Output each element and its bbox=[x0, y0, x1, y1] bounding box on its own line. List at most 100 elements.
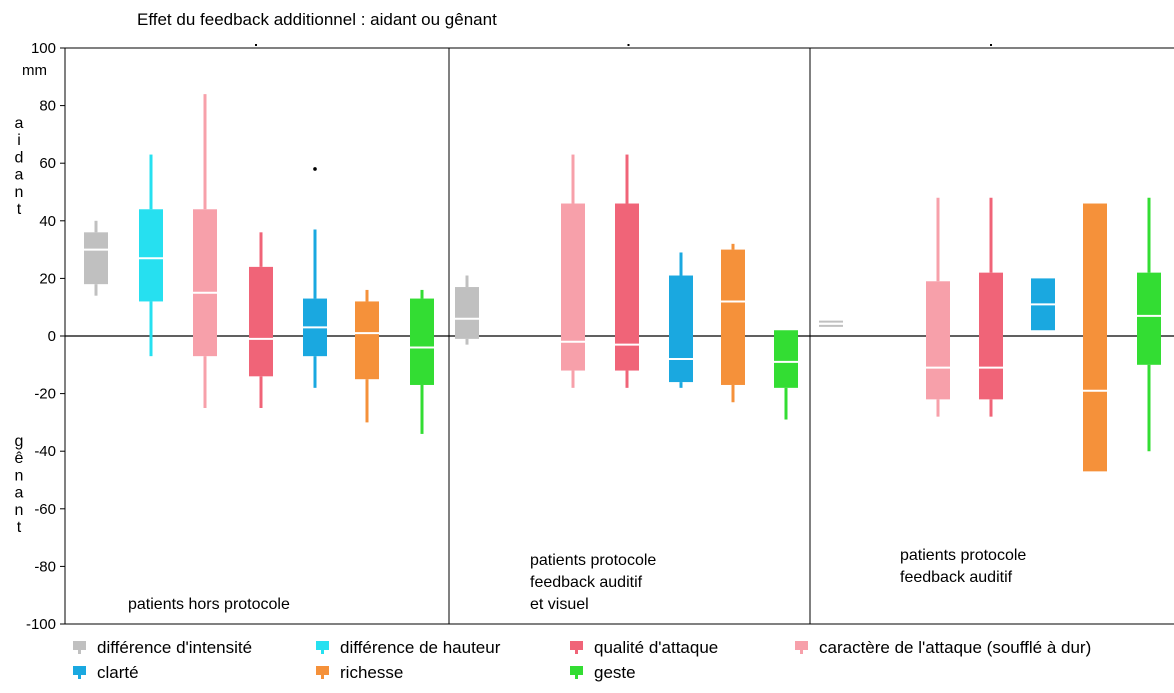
y-tick-label: -80 bbox=[34, 558, 56, 575]
box-clarté bbox=[303, 167, 327, 388]
box-body bbox=[721, 249, 745, 385]
legend-item: clarté bbox=[73, 663, 139, 682]
y-label-top-char: a bbox=[15, 115, 24, 132]
y-tick-label: -40 bbox=[34, 443, 56, 460]
legend-swatch-stem bbox=[575, 650, 578, 654]
box-différence d'intensité bbox=[455, 275, 479, 345]
y-label-top: aidant bbox=[15, 115, 24, 218]
panel-label: patients protocole bbox=[530, 552, 656, 569]
legend-swatch-stem bbox=[575, 675, 578, 679]
boxes bbox=[84, 94, 1161, 472]
panels: patients hors protocole patients protocol… bbox=[128, 44, 1026, 624]
y-tick-label: 80 bbox=[39, 98, 56, 115]
legend-item: qualité d'attaque bbox=[570, 638, 718, 657]
y-label-bottom-char: n bbox=[15, 467, 24, 484]
box-geste bbox=[1137, 197, 1161, 452]
y-label-bottom-char: ê bbox=[15, 450, 24, 467]
panel-label: feedback auditif bbox=[900, 569, 1013, 586]
box-qualité d'attaque bbox=[979, 197, 1003, 417]
box-différence de hauteur bbox=[139, 154, 163, 357]
box-body bbox=[615, 203, 639, 371]
y-tick-label: 100 bbox=[31, 40, 56, 57]
y-label-bottom-char: t bbox=[17, 519, 22, 536]
y-label-top-char: n bbox=[15, 184, 24, 201]
box-body bbox=[355, 301, 379, 380]
y-label-top-char: a bbox=[15, 167, 24, 184]
legend-swatch-stem bbox=[78, 675, 81, 679]
legend: différence d'intensité différence de haut… bbox=[73, 638, 1091, 682]
box-geste bbox=[410, 289, 434, 434]
y-label-top-char: i bbox=[17, 132, 21, 149]
outlier-point bbox=[313, 167, 317, 171]
y-label-bottom: gênant bbox=[15, 433, 24, 536]
box-richesse bbox=[721, 243, 745, 403]
y-tick-label: 0 bbox=[48, 328, 56, 345]
panel-label: patients hors protocole bbox=[128, 596, 290, 613]
legend-item: geste bbox=[570, 663, 636, 682]
box-body bbox=[249, 266, 273, 377]
legend-label: caractère de l'attaque (soufflé à dur) bbox=[819, 638, 1091, 657]
y-label-bottom-char: g bbox=[15, 433, 24, 450]
y-tick-label: 20 bbox=[39, 270, 56, 287]
legend-swatch bbox=[795, 641, 808, 650]
legend-swatch-stem bbox=[78, 650, 81, 654]
box-clarté bbox=[669, 252, 693, 388]
box-richesse bbox=[1083, 203, 1107, 472]
box-body bbox=[193, 209, 217, 357]
y-tick-label: -20 bbox=[34, 386, 56, 403]
box-qualité d'attaque bbox=[615, 154, 639, 388]
box-body bbox=[139, 209, 163, 302]
box-différence d'intensité bbox=[819, 320, 843, 327]
legend-swatch bbox=[73, 666, 86, 675]
legend-label: clarté bbox=[97, 663, 139, 682]
box-caractère de l'attaque (soufflé à dur) bbox=[926, 197, 950, 417]
box-body bbox=[1137, 272, 1161, 365]
y-label-bottom-char: a bbox=[15, 485, 24, 502]
box-body bbox=[669, 275, 693, 383]
legend-swatch bbox=[570, 666, 583, 675]
legend-label: différence d'intensité bbox=[97, 638, 252, 657]
legend-swatch-stem bbox=[321, 675, 324, 679]
legend-swatch bbox=[316, 666, 329, 675]
legend-swatch-stem bbox=[321, 650, 324, 654]
legend-label: différence de hauteur bbox=[340, 638, 501, 657]
box-body bbox=[979, 272, 1003, 400]
box-body bbox=[561, 203, 585, 371]
legend-swatch bbox=[316, 641, 329, 650]
y-tick-label: -60 bbox=[34, 501, 56, 518]
panel-label: patients protocole bbox=[900, 547, 1026, 564]
y-unit-label: mm bbox=[22, 62, 47, 79]
box-body bbox=[410, 298, 434, 385]
box-caractère de l'attaque (soufflé à dur) bbox=[193, 94, 217, 408]
box-body bbox=[84, 232, 108, 285]
y-label-top-char: t bbox=[17, 201, 22, 218]
box-body bbox=[455, 287, 479, 339]
legend-label: qualité d'attaque bbox=[594, 638, 718, 657]
panel-label: et visuel bbox=[530, 596, 589, 613]
legend-item: caractère de l'attaque (soufflé à dur) bbox=[795, 638, 1091, 657]
box-body bbox=[926, 281, 950, 400]
box-qualité d'attaque bbox=[249, 232, 273, 408]
box-différence d'intensité bbox=[84, 220, 108, 296]
box-geste bbox=[774, 330, 798, 420]
legend-item: différence de hauteur bbox=[316, 638, 501, 657]
box-caractère de l'attaque (soufflé à dur) bbox=[561, 154, 585, 388]
y-tick-label: 40 bbox=[39, 213, 56, 230]
box-richesse bbox=[355, 289, 379, 423]
box-body bbox=[1083, 203, 1107, 472]
legend-label: richesse bbox=[340, 663, 403, 682]
box-clarté bbox=[1031, 278, 1055, 331]
legend-swatch bbox=[570, 641, 583, 650]
box-body bbox=[774, 330, 798, 388]
y-tick-label: 60 bbox=[39, 155, 56, 172]
legend-label: geste bbox=[594, 663, 636, 682]
y-label-bottom-char: n bbox=[15, 502, 24, 519]
legend-item: richesse bbox=[316, 663, 403, 682]
chart-title: Effet du feedback additionnel : aidant o… bbox=[137, 10, 497, 29]
legend-item: différence d'intensité bbox=[73, 638, 252, 657]
legend-swatch-stem bbox=[800, 650, 803, 654]
panel-label: feedback auditif bbox=[530, 574, 643, 591]
legend-swatch bbox=[73, 641, 86, 650]
y-tick-label: -100 bbox=[26, 616, 56, 633]
